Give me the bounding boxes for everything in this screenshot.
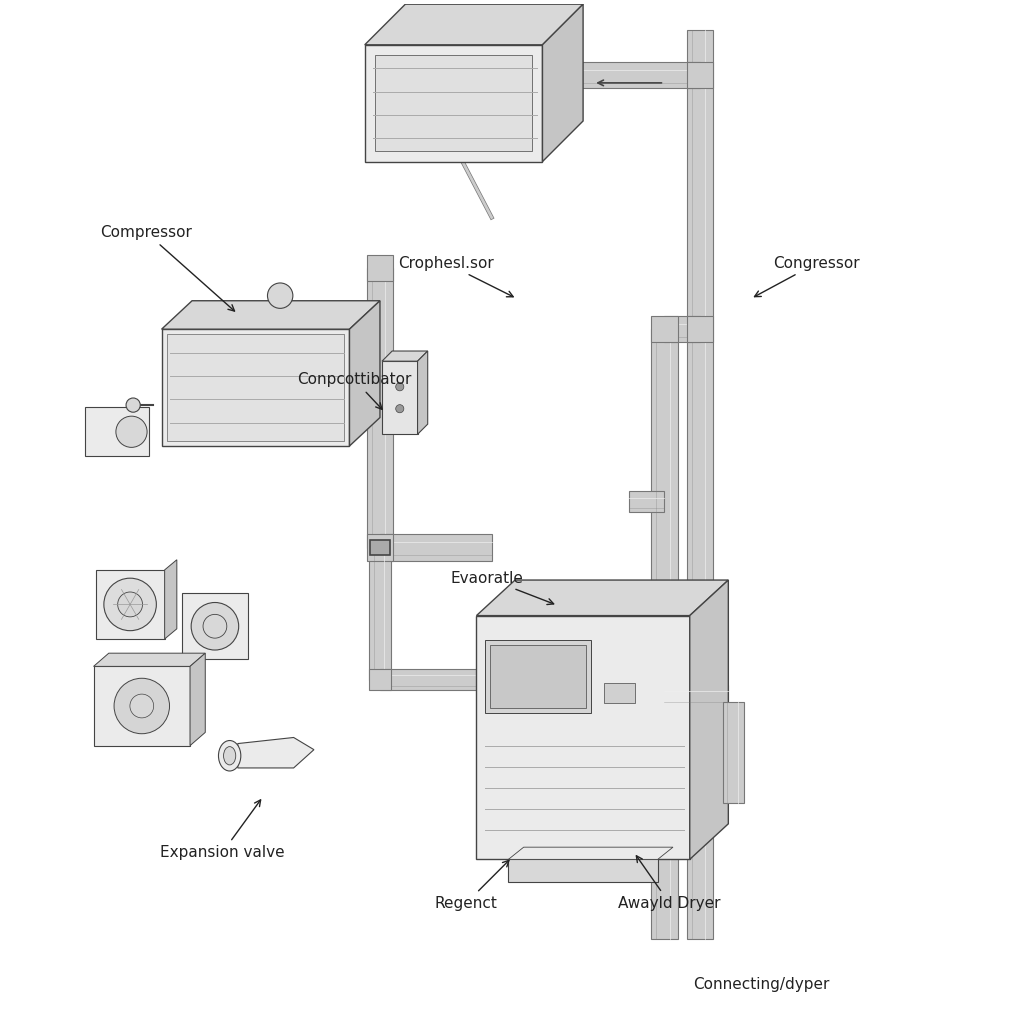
Polygon shape	[182, 593, 248, 659]
Polygon shape	[162, 329, 349, 446]
Polygon shape	[370, 541, 390, 555]
Polygon shape	[380, 669, 497, 690]
Polygon shape	[382, 351, 428, 361]
Polygon shape	[509, 847, 673, 859]
Polygon shape	[367, 255, 393, 282]
Text: Regenct: Regenct	[435, 860, 509, 910]
Polygon shape	[370, 669, 390, 690]
Polygon shape	[558, 62, 699, 88]
Polygon shape	[167, 334, 344, 441]
Polygon shape	[380, 535, 492, 561]
Ellipse shape	[223, 746, 236, 765]
Text: Conpcottibator: Conpcottibator	[297, 373, 412, 410]
Text: Crophesl.sor: Crophesl.sor	[398, 256, 513, 297]
Circle shape	[116, 416, 147, 447]
Polygon shape	[162, 301, 380, 329]
Polygon shape	[349, 301, 380, 446]
Circle shape	[395, 383, 403, 391]
Polygon shape	[723, 701, 744, 804]
Text: Awayld Dryer: Awayld Dryer	[618, 856, 721, 910]
Polygon shape	[476, 580, 728, 615]
Polygon shape	[85, 408, 150, 456]
Bar	[604, 683, 635, 703]
Circle shape	[126, 398, 140, 413]
Text: Congressor: Congressor	[755, 256, 860, 297]
Polygon shape	[367, 268, 393, 548]
Polygon shape	[665, 316, 699, 342]
Polygon shape	[190, 653, 205, 745]
Polygon shape	[543, 4, 583, 162]
Polygon shape	[690, 580, 728, 859]
Circle shape	[114, 678, 170, 734]
Circle shape	[395, 404, 403, 413]
Circle shape	[130, 694, 154, 718]
Text: Compressor: Compressor	[100, 225, 234, 311]
Polygon shape	[418, 351, 428, 434]
Polygon shape	[367, 535, 393, 561]
Polygon shape	[375, 55, 532, 152]
Polygon shape	[687, 62, 713, 88]
Text: Evaoratle: Evaoratle	[451, 570, 554, 604]
Polygon shape	[687, 30, 713, 939]
Polygon shape	[651, 316, 678, 342]
Circle shape	[118, 592, 142, 616]
Ellipse shape	[267, 283, 293, 308]
Polygon shape	[165, 560, 177, 639]
Polygon shape	[509, 859, 657, 882]
Polygon shape	[489, 645, 586, 708]
Polygon shape	[365, 4, 583, 45]
Polygon shape	[238, 737, 314, 768]
Circle shape	[203, 614, 226, 638]
Polygon shape	[93, 667, 190, 745]
Polygon shape	[651, 329, 678, 771]
Polygon shape	[365, 45, 543, 162]
Text: Connecting/dyper: Connecting/dyper	[692, 977, 829, 992]
Circle shape	[103, 579, 157, 631]
Polygon shape	[687, 316, 713, 342]
Polygon shape	[629, 492, 665, 512]
Polygon shape	[484, 640, 591, 713]
Polygon shape	[382, 361, 418, 434]
Polygon shape	[651, 771, 678, 939]
Ellipse shape	[218, 740, 241, 771]
Polygon shape	[95, 570, 165, 639]
Polygon shape	[665, 685, 728, 706]
Polygon shape	[93, 653, 205, 667]
Polygon shape	[476, 615, 690, 859]
Polygon shape	[370, 548, 390, 680]
Circle shape	[191, 602, 239, 650]
Text: Expansion valve: Expansion valve	[160, 800, 285, 860]
